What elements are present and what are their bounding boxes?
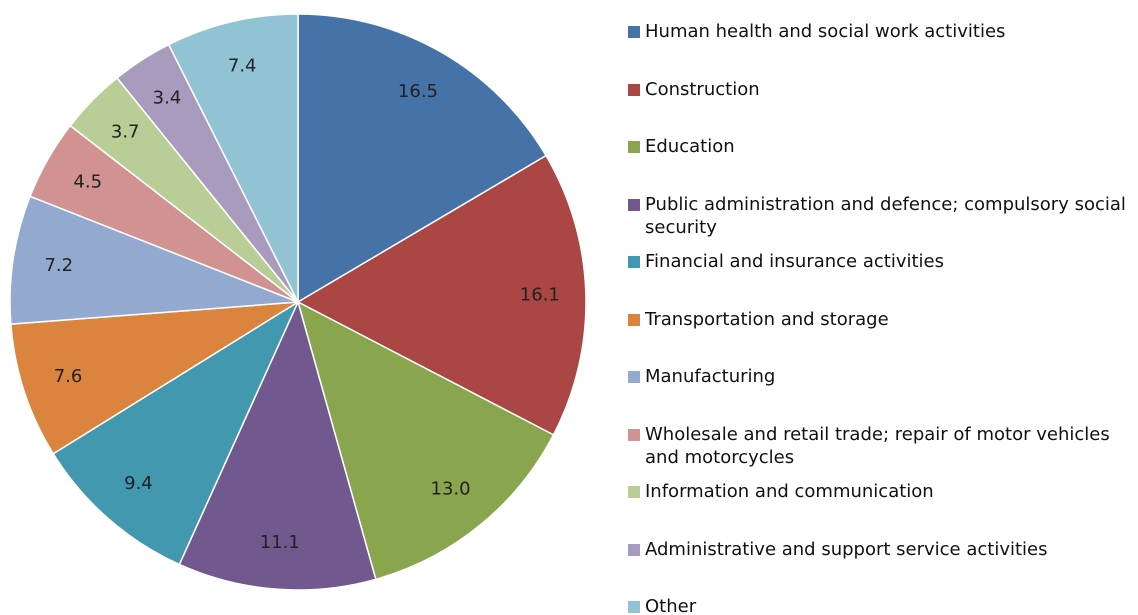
legend-label: Wholesale and retail trade; repair of mo… (645, 423, 1110, 468)
pie-slice (10, 301, 299, 455)
pie-slice (167, 13, 299, 303)
legend-swatch (628, 256, 640, 268)
pie-slice (9, 195, 299, 325)
data-label: 11.1 (260, 532, 300, 553)
pie-slice (296, 300, 555, 581)
pie: 16.5 16.1 13.0 11.1 9.4 7.6 7.2 4.5 3.7 3.4 7.4 (9, 13, 587, 591)
legend-item: Administrative and support service activ… (628, 538, 1138, 561)
legend-swatch (628, 486, 640, 498)
legend-swatch (628, 543, 640, 556)
legend-label: Public administration and defence; compu… (645, 193, 1126, 238)
pie-slice (296, 154, 587, 436)
data-label: 3.7 (111, 122, 140, 143)
legend-swatch (628, 313, 640, 326)
legend-swatch (628, 198, 640, 211)
legend-item: Education (628, 135, 1138, 158)
legend-swatch (628, 141, 640, 153)
legend-item: Public administration and defence; compu… (628, 193, 1138, 239)
legend-swatch (628, 83, 640, 96)
data-label: 16.1 (520, 285, 560, 306)
legend-label: Transportation and storage (645, 308, 889, 330)
legend-item: Human health and social work activities (628, 20, 1138, 43)
data-label: 7.6 (54, 366, 83, 387)
legend-label: Human health and social work activities (645, 21, 1006, 42)
data-label: 13.0 (431, 479, 471, 500)
legend-item: Construction (628, 78, 1138, 101)
legend-item: Transportation and storage (628, 308, 1138, 331)
legend-label: Manufacturing (645, 366, 776, 387)
pie-slice (297, 13, 548, 304)
data-label: 7.4 (228, 56, 257, 77)
legend-swatch (628, 371, 640, 383)
legend-label: Administrative and support service activ… (645, 538, 1048, 560)
legend-item: Information and communication (628, 480, 1138, 503)
legend-label: Information and communication (645, 481, 934, 502)
legend-label: Education (645, 136, 735, 157)
legend-swatch (628, 601, 640, 613)
legend-item: Wholesale and retail trade; repair of mo… (628, 423, 1138, 469)
data-label: 16.5 (398, 81, 438, 102)
pie-slice (52, 300, 300, 566)
legend-label: Financial and insurance activities (645, 251, 945, 272)
legend-item: Other (628, 595, 1138, 615)
pie-slice (178, 299, 377, 591)
data-label: 9.4 (124, 473, 153, 494)
legend-swatch (628, 26, 640, 38)
data-label: 4.5 (73, 171, 102, 192)
legend-item: Financial and insurance activities (628, 250, 1138, 273)
legend-label: Construction (645, 78, 760, 100)
data-label: 7.2 (44, 255, 73, 276)
legend-item: Manufacturing (628, 365, 1138, 388)
legend-swatch (628, 428, 640, 441)
data-label: 3.4 (153, 88, 182, 109)
legend-label: Other (645, 596, 697, 615)
